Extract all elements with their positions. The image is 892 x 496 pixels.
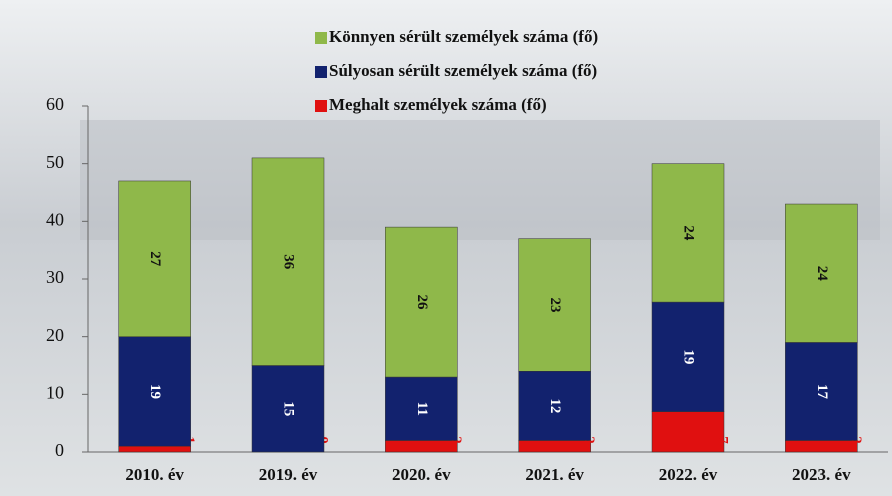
data-label: 15 — [281, 401, 297, 416]
y-tick-label: 60 — [46, 94, 64, 114]
data-label: 27 — [147, 251, 163, 267]
x-tick-label: 2021. év — [525, 465, 584, 484]
x-tick-label: 2020. év — [392, 465, 451, 484]
legend-swatch — [315, 66, 327, 78]
legend-label: Súlyosan sérült személyek száma (fő) — [329, 61, 597, 80]
data-label: 24 — [814, 266, 830, 282]
x-tick-label: 2019. év — [259, 465, 318, 484]
bar-segment — [518, 440, 591, 453]
y-tick-label: 30 — [46, 267, 64, 287]
y-tick-label: 20 — [46, 325, 64, 345]
data-label: 12 — [547, 398, 563, 413]
bar-segment — [251, 365, 325, 453]
x-tick-label: 2010. év — [125, 465, 184, 484]
data-label: 11 — [414, 402, 430, 416]
bar-segment — [385, 440, 458, 453]
bar-segment — [251, 157, 325, 366]
bar-segment — [118, 180, 191, 337]
data-label: 19 — [681, 349, 697, 364]
bar-segment — [518, 371, 591, 441]
building — [80, 120, 880, 240]
bar-segment — [118, 336, 191, 447]
bar-segment — [785, 440, 858, 453]
y-tick-label: 10 — [46, 382, 64, 402]
x-tick-label: 2022. év — [659, 465, 718, 484]
legend-swatch — [315, 32, 327, 44]
bar-segment — [785, 342, 858, 441]
bar-segment — [385, 376, 458, 441]
data-label: 26 — [414, 295, 430, 311]
bar-segment — [118, 445, 191, 453]
legend-label: Meghalt személyek száma (fő) — [329, 95, 547, 114]
y-tick-label: 50 — [46, 152, 64, 172]
data-label: 36 — [281, 254, 297, 270]
bar-segment — [651, 301, 725, 412]
bar-segment — [385, 226, 458, 378]
data-label: 23 — [547, 297, 563, 312]
data-label: 24 — [681, 225, 697, 241]
data-label: 19 — [147, 384, 163, 399]
bar-segment — [785, 203, 858, 343]
data-label: 17 — [814, 384, 830, 400]
y-tick-label: 40 — [46, 209, 64, 229]
y-tick-label: 0 — [55, 440, 64, 460]
bar-segment — [518, 238, 591, 372]
legend-label: Könnyen sérült személyek száma (fő) — [329, 27, 598, 46]
legend-swatch — [315, 100, 327, 112]
data-label: 7 — [715, 436, 731, 444]
bar-segment — [651, 411, 725, 453]
bar-segment — [651, 163, 725, 303]
x-tick-label: 2023. év — [792, 465, 851, 484]
